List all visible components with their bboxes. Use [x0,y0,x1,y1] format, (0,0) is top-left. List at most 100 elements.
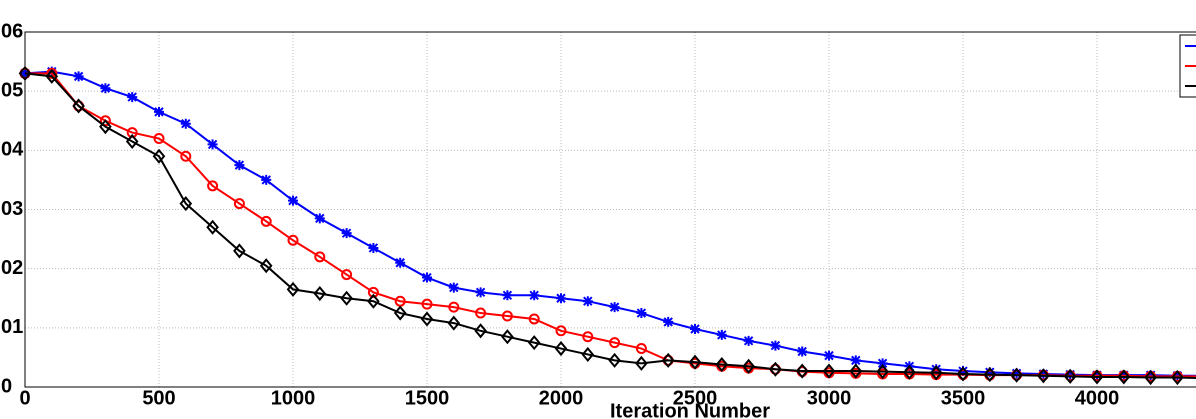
marker [261,174,272,185]
marker [636,308,647,319]
x-tick-label: 1000 [271,387,316,409]
marker [661,352,675,368]
marker [688,354,702,370]
marker [260,215,272,227]
marker [554,340,568,357]
marker [850,355,861,366]
marker [45,68,59,84]
marker [153,133,165,144]
marker [421,298,433,310]
marker [154,106,164,117]
marker [367,286,379,298]
marker [715,356,729,373]
marker [822,363,836,379]
marker [609,302,620,313]
y-tick-label: 01 [1,316,23,338]
marker [635,355,648,371]
marker [448,282,459,293]
y-tick-label: 02 [1,257,23,279]
marker [341,228,352,239]
marker [179,196,193,212]
marker [795,363,809,379]
marker [501,310,513,322]
marker [582,331,594,343]
marker [1117,369,1131,385]
marker [529,290,540,301]
marker [555,325,567,337]
marker [609,337,621,349]
marker [126,127,138,139]
marker [341,269,353,281]
marker [125,133,139,150]
marker [690,324,700,335]
marker [420,311,434,327]
marker [313,285,327,302]
marker [1145,370,1156,381]
x-tick-label: 2500 [673,387,718,409]
marker [393,305,407,321]
marker [180,150,192,162]
plot-frame [24,31,1196,388]
marker [475,287,486,298]
marker [556,293,566,304]
marker [1037,368,1050,384]
marker [72,98,85,114]
x-tick-label: 4000 [1075,387,1120,409]
marker [18,65,32,81]
marker [1144,369,1157,386]
marker [367,293,380,309]
marker [207,180,219,192]
marker [100,83,111,94]
marker [288,195,298,206]
marker [743,335,754,346]
marker [903,364,916,380]
marker [73,71,84,82]
marker [287,234,299,246]
marker [395,257,406,268]
marker [234,160,245,171]
y-tick-label: 0 [1,375,12,397]
marker [527,335,541,351]
y-tick-label: 04 [1,139,24,161]
marker [448,301,460,313]
marker [716,329,727,340]
marker [608,352,621,368]
x-tick-label: 500 [142,387,175,409]
y-tick-label: 03 [1,198,23,220]
marker [314,213,325,224]
marker [475,307,487,319]
marker [1063,368,1077,384]
marker [528,313,540,325]
x-tick-label: 1500 [405,387,450,409]
marker [1010,367,1023,383]
marker [286,281,300,297]
marker [983,367,997,383]
x-tick-label: 2000 [539,387,584,409]
x-tick-label: 3000 [807,387,852,409]
marker [152,148,166,164]
marker [635,343,647,355]
marker [340,290,353,306]
marker [206,219,219,235]
marker [742,358,755,374]
marker [1065,369,1076,380]
marker [984,367,995,378]
marker [663,316,674,327]
marker [368,242,379,253]
marker [474,323,487,339]
marker [447,315,461,331]
marker [314,251,326,263]
marker [259,258,273,274]
marker [422,272,432,283]
marker [502,290,513,301]
marker [180,118,191,129]
x-axis-label: Iteration Number [610,400,770,419]
marker [770,340,781,351]
marker [581,346,595,363]
marker [929,365,943,381]
series-line [24,72,1196,379]
marker [797,346,808,357]
marker [501,329,514,345]
marker [956,366,970,382]
marker [1171,369,1184,386]
